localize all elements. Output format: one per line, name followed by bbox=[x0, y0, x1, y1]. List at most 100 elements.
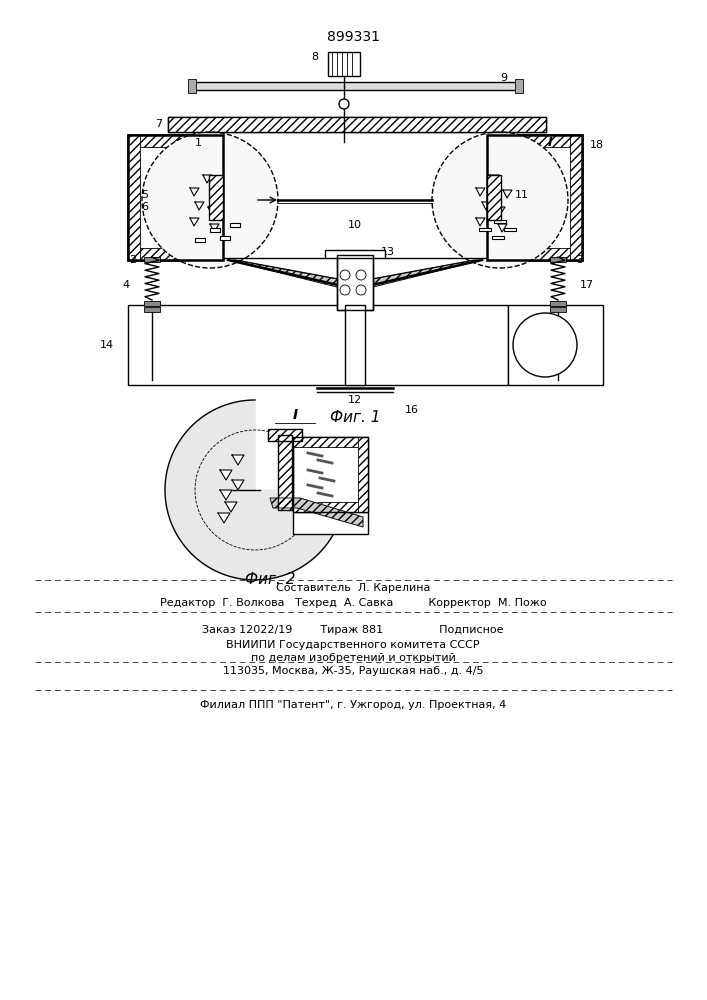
Bar bbox=[293, 437, 368, 512]
Bar bbox=[128, 305, 508, 385]
Bar bbox=[504, 228, 516, 231]
Bar bbox=[168, 117, 546, 132]
Circle shape bbox=[142, 132, 278, 268]
Bar bbox=[337, 255, 373, 310]
Text: I: I bbox=[548, 136, 553, 149]
Bar bbox=[278, 435, 292, 510]
Bar bbox=[230, 223, 240, 227]
Bar bbox=[211, 135, 223, 260]
Bar bbox=[128, 135, 223, 147]
Bar bbox=[192, 82, 517, 90]
Text: 5: 5 bbox=[141, 190, 148, 200]
Text: 1: 1 bbox=[195, 138, 202, 148]
Text: Фиг. 2: Фиг. 2 bbox=[245, 572, 296, 587]
Bar bbox=[550, 257, 566, 262]
Bar bbox=[268, 429, 302, 441]
Text: 2: 2 bbox=[129, 255, 136, 265]
Bar bbox=[188, 79, 196, 93]
Bar bbox=[220, 236, 230, 240]
Bar bbox=[487, 175, 501, 220]
Text: Фиг. 1: Фиг. 1 bbox=[329, 410, 380, 425]
Text: Редактор  Г. Волкова   Техред  А. Савка          Корректор  М. Пожо: Редактор Г. Волкова Техред А. Савка Корр… bbox=[160, 598, 547, 608]
Bar bbox=[515, 79, 523, 93]
Bar bbox=[293, 437, 368, 512]
Bar bbox=[550, 307, 566, 312]
Circle shape bbox=[432, 132, 568, 268]
Text: 4: 4 bbox=[123, 280, 130, 290]
Text: 10: 10 bbox=[348, 220, 362, 230]
Polygon shape bbox=[232, 480, 244, 490]
Text: 3: 3 bbox=[576, 255, 583, 265]
Bar bbox=[487, 135, 582, 147]
Bar bbox=[487, 248, 582, 260]
Text: 15: 15 bbox=[522, 327, 536, 337]
Text: 12: 12 bbox=[348, 395, 362, 405]
Polygon shape bbox=[355, 260, 482, 290]
Bar bbox=[487, 135, 582, 260]
Bar bbox=[358, 437, 368, 512]
Bar bbox=[192, 82, 517, 90]
Polygon shape bbox=[228, 260, 355, 290]
Text: 9: 9 bbox=[500, 73, 507, 83]
Circle shape bbox=[513, 313, 577, 377]
Bar bbox=[293, 502, 368, 512]
Text: 6: 6 bbox=[141, 202, 148, 212]
Text: 899331: 899331 bbox=[327, 30, 380, 44]
Polygon shape bbox=[220, 490, 232, 500]
Bar bbox=[570, 135, 582, 260]
Polygon shape bbox=[218, 513, 230, 523]
Text: 11: 11 bbox=[515, 190, 529, 200]
Bar bbox=[494, 220, 506, 223]
Bar bbox=[144, 257, 160, 262]
Text: 18: 18 bbox=[590, 140, 604, 150]
Bar bbox=[144, 307, 160, 312]
Text: Филиал ППП "Патент", г. Ужгород, ул. Проектная, 4: Филиал ППП "Патент", г. Ужгород, ул. Про… bbox=[200, 700, 506, 710]
Bar bbox=[278, 435, 292, 510]
Circle shape bbox=[339, 99, 349, 109]
Bar bbox=[268, 429, 302, 441]
Bar bbox=[128, 135, 223, 260]
Text: 8: 8 bbox=[311, 52, 318, 62]
Bar bbox=[487, 135, 499, 260]
Circle shape bbox=[356, 285, 366, 295]
Polygon shape bbox=[225, 502, 237, 512]
Polygon shape bbox=[165, 400, 255, 580]
Text: по делам изобретений и открытий: по делам изобретений и открытий bbox=[250, 653, 455, 663]
Bar bbox=[479, 228, 491, 231]
Polygon shape bbox=[232, 455, 244, 465]
Text: 17: 17 bbox=[580, 280, 594, 290]
Bar bbox=[209, 175, 223, 220]
Bar bbox=[210, 228, 220, 232]
Bar bbox=[144, 301, 160, 306]
Bar bbox=[168, 117, 546, 132]
Polygon shape bbox=[270, 498, 363, 527]
Text: 7: 7 bbox=[155, 119, 162, 129]
Polygon shape bbox=[255, 490, 345, 580]
Bar bbox=[328, 52, 360, 76]
Polygon shape bbox=[220, 470, 232, 480]
Bar bbox=[209, 175, 223, 220]
Circle shape bbox=[340, 270, 350, 280]
Circle shape bbox=[340, 285, 350, 295]
Bar bbox=[293, 437, 368, 447]
Bar bbox=[195, 238, 205, 242]
Text: Заказ 12022/19        Тираж 881                Подписное: Заказ 12022/19 Тираж 881 Подписное bbox=[202, 625, 504, 635]
Bar bbox=[345, 305, 365, 385]
Text: Составитель  Л. Карелина: Составитель Л. Карелина bbox=[276, 583, 430, 593]
Text: 113035, Москва, Ж-35, Раушская наб., д. 4/5: 113035, Москва, Ж-35, Раушская наб., д. … bbox=[223, 666, 484, 676]
Text: 14: 14 bbox=[100, 340, 114, 350]
Bar bbox=[325, 250, 385, 258]
Bar bbox=[168, 117, 546, 132]
Text: I: I bbox=[293, 408, 298, 422]
Circle shape bbox=[356, 270, 366, 280]
Bar bbox=[293, 512, 368, 534]
Bar bbox=[550, 301, 566, 306]
Text: 16: 16 bbox=[405, 405, 419, 415]
Bar bbox=[128, 135, 223, 260]
Bar bbox=[508, 305, 603, 385]
Text: 13: 13 bbox=[381, 247, 395, 257]
Bar bbox=[492, 236, 504, 239]
Bar bbox=[128, 248, 223, 260]
Bar bbox=[487, 175, 501, 220]
Bar bbox=[337, 255, 373, 310]
